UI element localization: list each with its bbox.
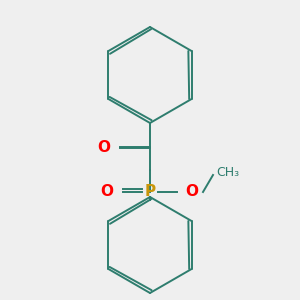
Text: O: O xyxy=(98,140,110,155)
Text: O: O xyxy=(100,184,113,200)
Text: CH₃: CH₃ xyxy=(216,167,239,179)
Text: O: O xyxy=(185,184,199,200)
Text: P: P xyxy=(144,184,156,200)
